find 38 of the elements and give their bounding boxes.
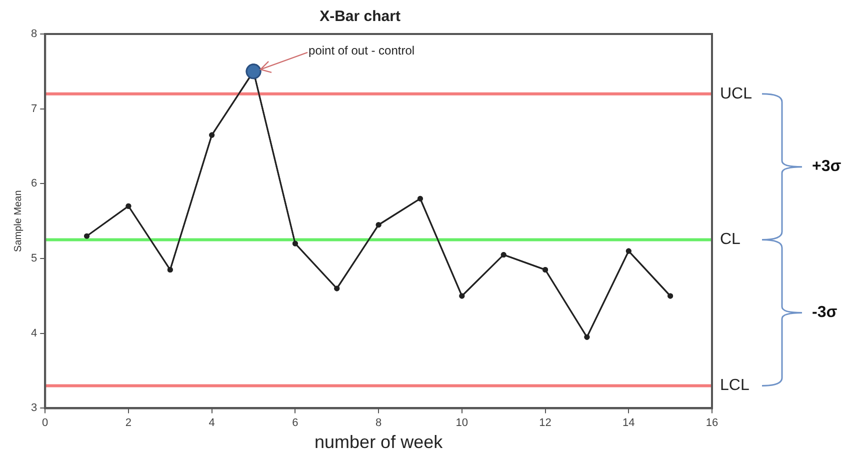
x-tick-label: 10 bbox=[456, 416, 468, 429]
point bbox=[376, 222, 382, 228]
annotation: point of out - control bbox=[308, 44, 415, 58]
x-tick-label: 14 bbox=[622, 416, 635, 429]
y-tick-label: 4 bbox=[30, 327, 38, 340]
y-axis-title: Sample Mean bbox=[12, 190, 24, 252]
point bbox=[459, 293, 465, 299]
text: +3σ bbox=[812, 158, 842, 176]
point bbox=[292, 240, 298, 246]
x-tick-label: 16 bbox=[706, 416, 718, 429]
x-tick-label: 12 bbox=[539, 416, 552, 429]
point bbox=[626, 248, 632, 254]
chart-title: X-Bar chart bbox=[320, 8, 400, 26]
ref-line-label: UCL bbox=[720, 85, 752, 102]
point bbox=[584, 334, 590, 340]
point bbox=[84, 233, 90, 239]
point bbox=[668, 293, 674, 299]
y-tick-label: 8 bbox=[30, 28, 38, 40]
point bbox=[542, 266, 548, 272]
x-axis-title: number of week bbox=[314, 432, 444, 452]
point bbox=[167, 266, 173, 272]
x-tick-label: 2 bbox=[125, 416, 132, 429]
y-tick-label: 5 bbox=[30, 252, 38, 265]
ref-line-label: LCL bbox=[720, 377, 750, 394]
x-tick-label: 4 bbox=[208, 416, 215, 429]
text: -3σ bbox=[812, 304, 838, 322]
ref-line-label: CL bbox=[720, 231, 741, 248]
y-tick-label: 6 bbox=[30, 178, 38, 190]
point bbox=[126, 203, 132, 209]
point bbox=[334, 286, 340, 292]
point bbox=[500, 252, 506, 258]
point bbox=[209, 132, 215, 138]
y-tick-label: 3 bbox=[30, 402, 38, 414]
point bbox=[417, 196, 423, 202]
x-tick-label: 0 bbox=[42, 416, 48, 429]
y-tick-label: 7 bbox=[30, 102, 38, 115]
x-tick-label: 6 bbox=[292, 416, 298, 429]
x-tick-label: 8 bbox=[375, 416, 382, 429]
